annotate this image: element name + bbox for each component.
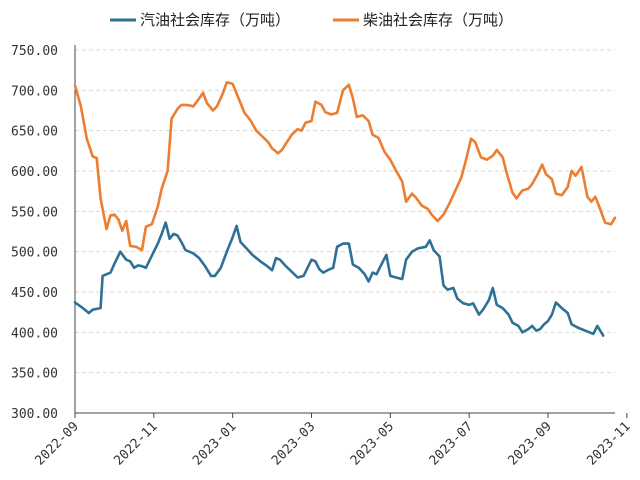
x-tick-label: 2023-05 — [348, 419, 397, 468]
y-tick-label: 300.00 — [11, 407, 58, 422]
x-tick-label: 2023-03 — [269, 419, 318, 468]
legend-label-diesel: 柴油社会库存（万吨） — [363, 11, 513, 29]
y-tick-label: 550.00 — [11, 205, 58, 220]
y-tick-label: 450.00 — [11, 286, 58, 301]
x-tick-label: 2023-01 — [190, 419, 239, 468]
x-tick-label: 2023-09 — [505, 419, 554, 468]
y-tick-label: 500.00 — [11, 246, 58, 261]
y-axis-ticks: 300.00 350.00 400.00 450.00 500.00 550.00 600.… — [11, 44, 58, 422]
series-lines — [73, 81, 617, 337]
axes — [74, 45, 615, 414]
y-tick-label: 700.00 — [11, 84, 58, 99]
x-tick-label: 2022-09 — [32, 419, 81, 468]
series-line-diesel — [73, 81, 617, 252]
x-axis-ticks: 2022-09 2022-11 2023-01 2023-03 2023-05 2023-… — [32, 413, 634, 469]
series-line-gasoline — [73, 221, 605, 337]
legend: 汽油社会库存（万吨） 柴油社会库存（万吨） — [110, 11, 513, 29]
x-tick-label: 2023-11 — [584, 419, 633, 468]
y-tick-label: 350.00 — [11, 367, 58, 382]
y-tick-label: 600.00 — [11, 165, 58, 180]
x-tick-label: 2022-11 — [111, 419, 160, 468]
legend-label-gasoline: 汽油社会库存（万吨） — [140, 11, 290, 29]
y-tick-label: 400.00 — [11, 326, 58, 341]
y-tick-label: 650.00 — [11, 125, 58, 140]
x-tick-label: 2023-07 — [427, 419, 476, 468]
y-tick-label: 750.00 — [11, 44, 58, 59]
